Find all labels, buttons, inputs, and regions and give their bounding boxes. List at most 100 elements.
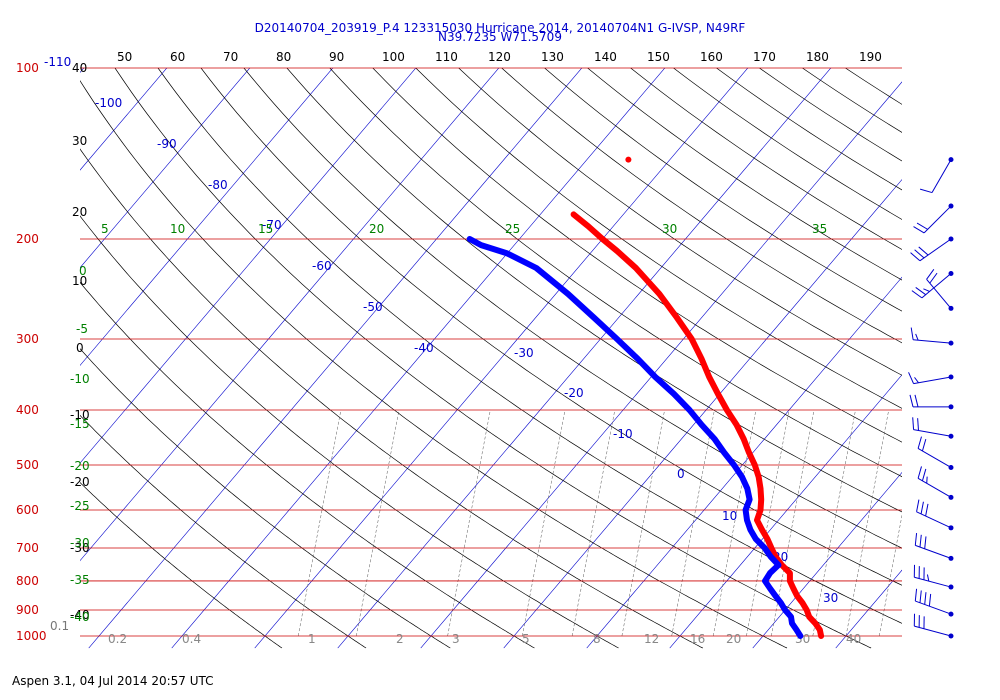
moist-adiabat-label: 35 (812, 222, 827, 236)
isotherm-label: -80 (208, 178, 228, 192)
top-axis-label: 50 (117, 50, 132, 64)
moist-left-label: 0 (79, 264, 87, 278)
mixing-ratio-label: 0.4 (182, 632, 201, 646)
mixing-ratio-line (878, 514, 902, 637)
pressure-label: 1000 (16, 629, 47, 643)
wind-barb-flag (926, 268, 935, 280)
left-axis-label: -20 (70, 475, 90, 489)
wind-barb-flag (918, 246, 929, 256)
top-axis-label: 70 (223, 50, 238, 64)
wind-barb-flag (909, 394, 914, 407)
isotherm-label: -50 (363, 300, 383, 314)
wind-barb (913, 564, 954, 590)
wind-barb-flag (915, 333, 919, 341)
isotherm-line (0, 55, 12, 648)
dry-adiabat-line (80, 148, 703, 649)
wind-barb (911, 270, 954, 299)
dry-adiabat-line (243, 68, 902, 549)
isotherm-line (80, 68, 417, 464)
mixing-ratio-line (447, 409, 491, 637)
wind-barb-flag (924, 536, 927, 549)
dry-adiabat-line (80, 482, 283, 649)
isotherm-line (80, 68, 500, 562)
top-axis-label: 170 (753, 50, 776, 64)
isotherm-line (503, 179, 902, 649)
left-axis-label: -110 (44, 55, 71, 69)
wind-barb-staff (916, 511, 952, 529)
wind-barb (910, 327, 954, 346)
moist-adiabat-label: 20 (369, 222, 384, 236)
pressure-label: 600 (16, 503, 39, 517)
sounding-traces (466, 156, 825, 639)
isotherm-line (919, 55, 1000, 648)
wind-barb-flag (917, 466, 922, 479)
top-axis-label: 90 (329, 50, 344, 64)
pressure-label: 400 (16, 403, 39, 417)
mixing-ratio-label: 8 (593, 632, 601, 646)
isotherm-label: 0 (677, 467, 685, 481)
wind-barb (917, 466, 954, 500)
top-axis-label: 110 (435, 50, 458, 64)
mixing-ratio-line (356, 409, 400, 637)
wind-barb-staff (914, 625, 952, 637)
wind-barb (908, 372, 954, 385)
wind-barb-staff (926, 278, 952, 309)
mixing-ratio-label: 16 (690, 632, 705, 646)
left-axis-label: 40 (72, 61, 87, 75)
wind-barb-flag (916, 222, 928, 230)
mixing-ratio-label: 5 (522, 632, 530, 646)
mixing-ratio-line (522, 409, 566, 637)
mixing-ratio-label: 0.2 (108, 632, 127, 646)
wind-barb-flag (917, 418, 920, 431)
wind-barb-staff (913, 429, 952, 437)
pressure-label: 900 (16, 603, 39, 617)
wind-barb-staff (921, 273, 952, 299)
footer-info: Aspen 3.1, 04 Jul 2014 20:57 UTC (12, 674, 214, 688)
dry-adiabat-line (200, 68, 902, 586)
wind-barb-flag (920, 501, 924, 514)
pressure-label: 800 (16, 574, 39, 588)
wind-barb-flag (913, 226, 925, 234)
wind-barb-flag (914, 588, 918, 602)
wind-barb-staff (917, 477, 952, 498)
pressure-label: 200 (16, 232, 39, 246)
mixing-ratio-label: 1 (308, 632, 316, 646)
wind-barb-flag (915, 287, 927, 296)
isotherm-line (254, 68, 749, 649)
isotherm-label: -10 (613, 427, 633, 441)
dry-adiabat-line (157, 68, 902, 624)
mixing-ratio-line (621, 409, 665, 637)
wind-barb-flag (910, 327, 914, 340)
wind-barb-staff (923, 205, 952, 234)
dry-adiabat-line (544, 68, 902, 312)
wind-barb (914, 533, 954, 561)
mixing-ratio-line (671, 409, 715, 637)
wind-barb (912, 417, 954, 439)
wind-barb-flag (914, 533, 918, 546)
pressure-label: 100 (16, 61, 39, 75)
dry-adiabat-line (329, 68, 902, 478)
dry-adiabat-line (80, 215, 619, 649)
wind-barb-flag (917, 436, 922, 449)
wind-barb-staff (919, 238, 952, 262)
left-axis-label: -40 (70, 608, 90, 622)
left-axis-label: -30 (70, 541, 90, 555)
moist-adiabat-label: 5 (101, 222, 109, 236)
dewpoint-trace (466, 236, 804, 639)
mixing-ratio-line (746, 409, 790, 637)
wind-barb-flag (919, 534, 922, 548)
isotherm-label: -70 (262, 218, 282, 232)
moist-left-label: -5 (76, 322, 88, 336)
wind-barb (919, 157, 954, 194)
wind-barb-flag (921, 468, 927, 481)
wind-barbs (908, 157, 954, 639)
wind-barb-flag (914, 394, 919, 407)
dry-adiabat-line (80, 414, 367, 649)
wind-barb-flag (923, 288, 930, 292)
mixing-ratio-line (845, 409, 889, 637)
wind-barb-staff (913, 339, 952, 344)
wind-barb-staff (931, 159, 952, 193)
isotherm-line (171, 68, 666, 649)
